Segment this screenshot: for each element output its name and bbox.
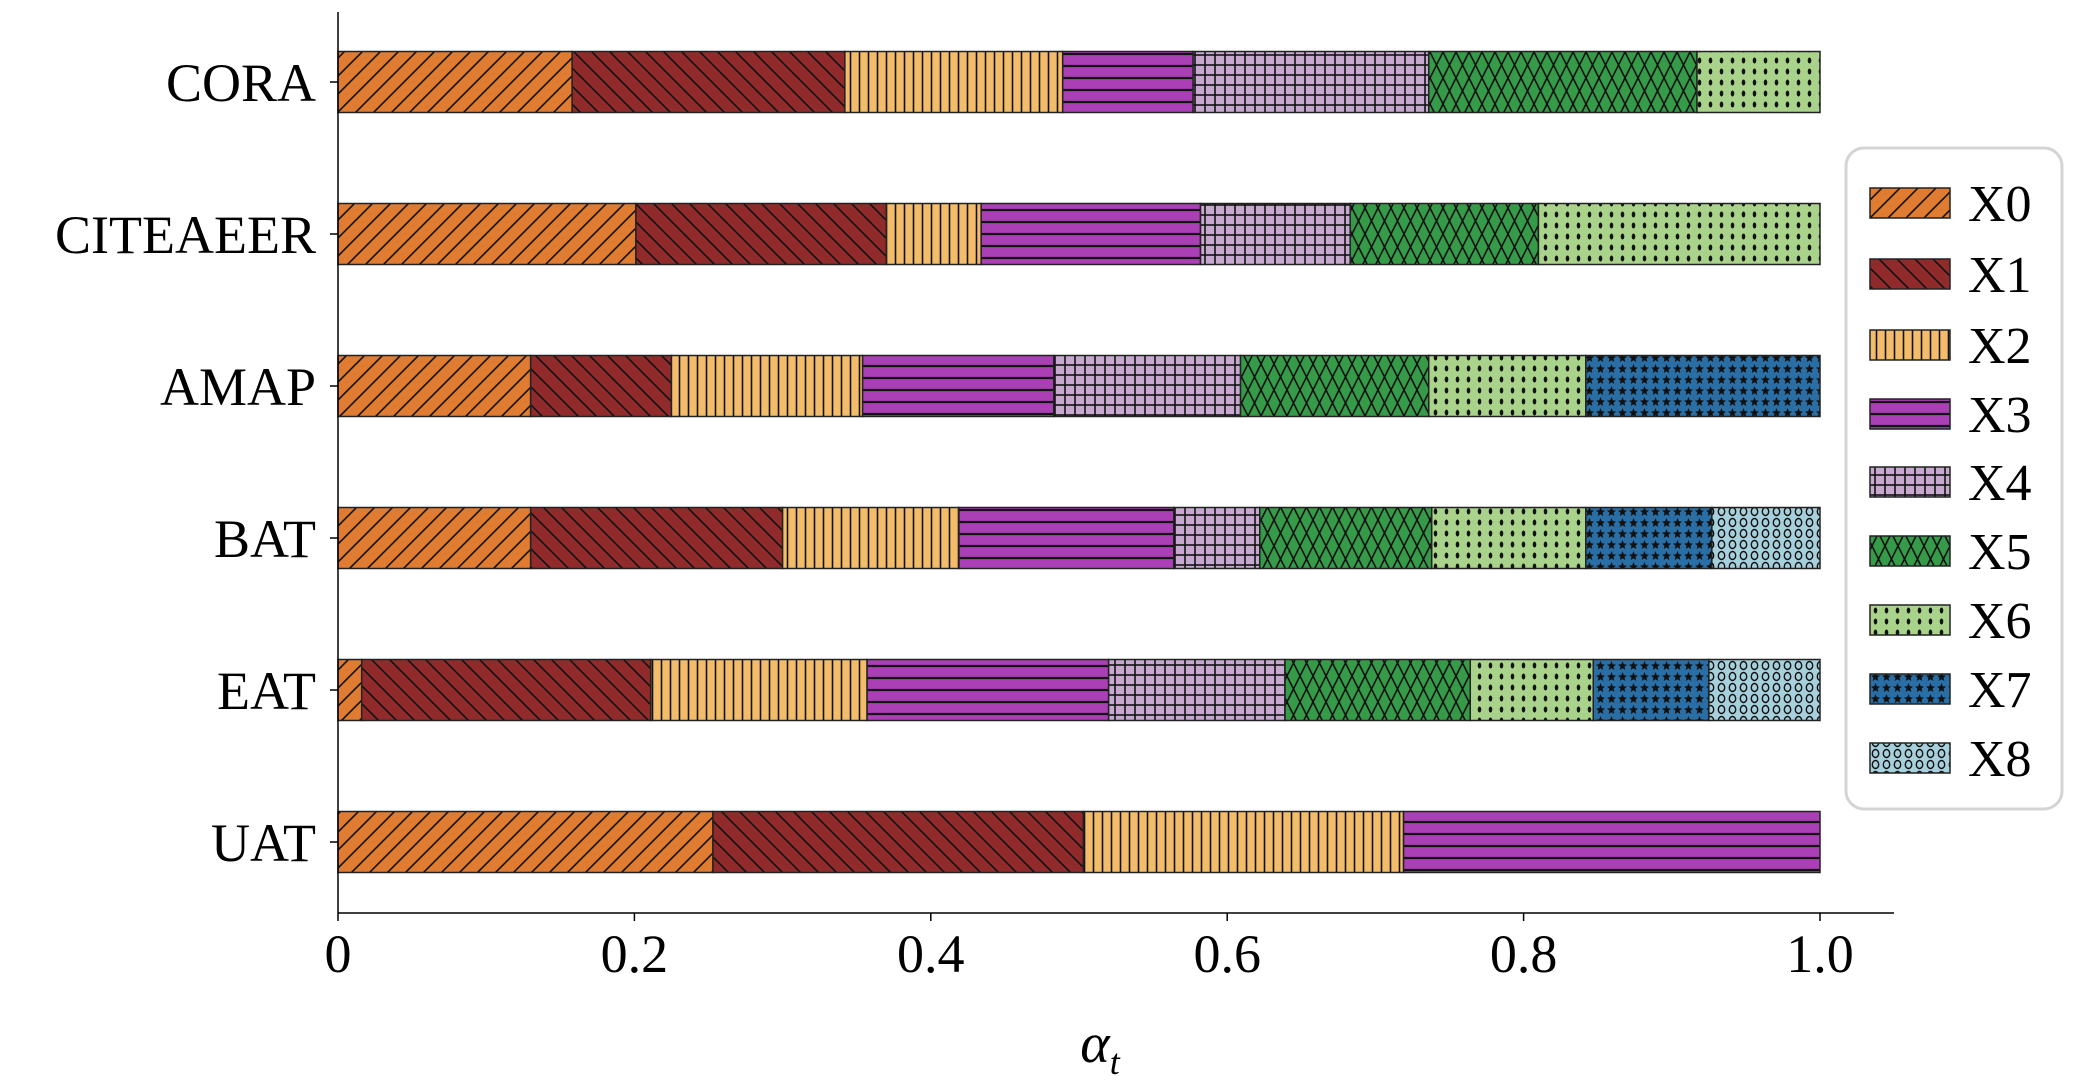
bar-segment-eat-x1 bbox=[360, 658, 652, 722]
legend-label: X1 bbox=[1968, 247, 2032, 304]
bars bbox=[337, 50, 1821, 874]
bar-segment-bat-x7 bbox=[1585, 506, 1713, 570]
y-tick-label: AMAP bbox=[160, 357, 316, 417]
bar-segment-bat-x8 bbox=[1711, 506, 1821, 570]
bar-segment-bat-x0 bbox=[337, 506, 532, 570]
bar-segment-amap-x5 bbox=[1239, 354, 1430, 418]
bar-segment-citeaeer-x6 bbox=[1537, 202, 1821, 266]
bar-segment-eat-x2 bbox=[649, 658, 868, 722]
x-tick-label: 0.2 bbox=[601, 924, 669, 984]
bar-group-amap bbox=[337, 354, 1821, 418]
y-tick-label: EAT bbox=[217, 661, 316, 721]
bar-segment-citeaeer-x5 bbox=[1349, 202, 1540, 266]
bar-segment-cora-x2 bbox=[844, 50, 1064, 114]
bar-segment-uat-x0 bbox=[337, 810, 714, 874]
bar-segment-cora-x4 bbox=[1192, 50, 1430, 114]
legend-swatch bbox=[1869, 187, 1951, 219]
bar-segment-eat-x0 bbox=[337, 658, 363, 722]
bar-segment-bat-x6 bbox=[1430, 506, 1587, 570]
bar-segment-cora-x1 bbox=[571, 50, 846, 114]
bar-segment-eat-x5 bbox=[1284, 658, 1471, 722]
bar-segment-amap-x7 bbox=[1585, 354, 1821, 418]
y-tick-label: CORA bbox=[166, 53, 316, 113]
bar-group-bat bbox=[337, 506, 1821, 570]
legend-item-x1: X1 bbox=[1869, 247, 2032, 304]
bar-segment-cora-x3 bbox=[1061, 50, 1194, 114]
legend-label: X2 bbox=[1968, 318, 2032, 375]
legend-swatch bbox=[1869, 535, 1951, 567]
bar-segment-eat-x4 bbox=[1107, 658, 1286, 722]
legend-swatch bbox=[1869, 466, 1951, 498]
legend-item-x6: X6 bbox=[1869, 593, 2032, 650]
x-tick-label: 0.6 bbox=[1193, 924, 1261, 984]
legend-label: X5 bbox=[1968, 524, 2032, 581]
bar-segment-eat-x6 bbox=[1469, 658, 1595, 722]
legend-item-x8: X8 bbox=[1869, 731, 2032, 788]
legend-swatch bbox=[1869, 604, 1951, 636]
x-axis-label: αt bbox=[1080, 1013, 1120, 1082]
legend-label: X7 bbox=[1968, 662, 2032, 719]
legend-label: X8 bbox=[1968, 731, 2032, 788]
bar-segment-uat-x3 bbox=[1402, 810, 1821, 874]
bar-segment-bat-x3 bbox=[958, 506, 1175, 570]
y-tick-label: BAT bbox=[214, 509, 316, 569]
legend-swatch bbox=[1869, 742, 1951, 774]
legend-item-x0: X0 bbox=[1869, 176, 2032, 233]
bar-segment-eat-x3 bbox=[866, 658, 1110, 722]
x-tick-label: 1.0 bbox=[1786, 924, 1854, 984]
x-tick-label: 0.8 bbox=[1490, 924, 1558, 984]
legend: X0 X1 X2 X3 X4 X5 X6 X7 X8 bbox=[1844, 146, 2064, 811]
x-tick-label: 0.4 bbox=[897, 924, 965, 984]
bar-segment-citeaeer-x2 bbox=[885, 202, 982, 266]
bar-segment-amap-x1 bbox=[529, 354, 673, 418]
bar-segment-amap-x4 bbox=[1053, 354, 1242, 418]
legend-swatch bbox=[1869, 258, 1951, 290]
bar-segment-bat-x5 bbox=[1259, 506, 1433, 570]
bar-group-uat bbox=[337, 810, 1821, 874]
legend-swatch bbox=[1869, 673, 1951, 705]
bar-segment-cora-x6 bbox=[1696, 50, 1821, 114]
bar-segment-citeaeer-x4 bbox=[1199, 202, 1351, 266]
bar-segment-bat-x1 bbox=[529, 506, 784, 570]
legend-item-x2: X2 bbox=[1869, 318, 2032, 375]
legend-item-x7: X7 bbox=[1869, 662, 2032, 719]
bar-segment-cora-x0 bbox=[337, 50, 573, 114]
x-tick-labels: 0 0.2 0.4 0.6 0.8 1.0 bbox=[325, 913, 1854, 984]
bar-segment-bat-x2 bbox=[781, 506, 960, 570]
legend-item-x4: X4 bbox=[1869, 455, 2032, 512]
bar-segment-eat-x8 bbox=[1708, 658, 1821, 722]
bar-segment-citeaeer-x0 bbox=[337, 202, 637, 266]
legend-swatch bbox=[1869, 398, 1951, 430]
bar-group-citeaeer bbox=[337, 202, 1821, 266]
bar-segment-amap-x6 bbox=[1428, 354, 1587, 418]
bar-segment-amap-x2 bbox=[670, 354, 864, 418]
x-tick-label: 0 bbox=[325, 924, 352, 984]
legend-label: X6 bbox=[1968, 593, 2032, 650]
bar-group-eat bbox=[337, 658, 1821, 722]
bar-segment-bat-x4 bbox=[1173, 506, 1261, 570]
legend-frame bbox=[1844, 146, 2064, 811]
bar-segment-cora-x5 bbox=[1428, 50, 1698, 114]
y-tick-labels: CORA CITEAEER AMAP BAT EAT UAT bbox=[55, 53, 338, 873]
bar-segment-citeaeer-x3 bbox=[980, 202, 1202, 266]
legend-label: X0 bbox=[1968, 176, 2032, 233]
legend-label: X4 bbox=[1968, 455, 2032, 512]
bar-segment-uat-x2 bbox=[1082, 810, 1405, 874]
bar-segment-amap-x3 bbox=[861, 354, 1055, 418]
bar-segment-citeaeer-x1 bbox=[635, 202, 888, 266]
bar-segment-eat-x7 bbox=[1592, 658, 1710, 722]
legend-item-x5: X5 bbox=[1869, 524, 2032, 581]
legend-swatch bbox=[1869, 329, 1951, 361]
legend-label: X3 bbox=[1968, 387, 2032, 444]
y-tick-label: UAT bbox=[211, 813, 316, 873]
legend-item-x3: X3 bbox=[1869, 387, 2032, 444]
bar-group-cora bbox=[337, 50, 1821, 114]
bar-segment-amap-x0 bbox=[337, 354, 532, 418]
bar-segment-uat-x1 bbox=[712, 810, 1085, 874]
y-tick-label: CITEAEER bbox=[55, 205, 316, 265]
